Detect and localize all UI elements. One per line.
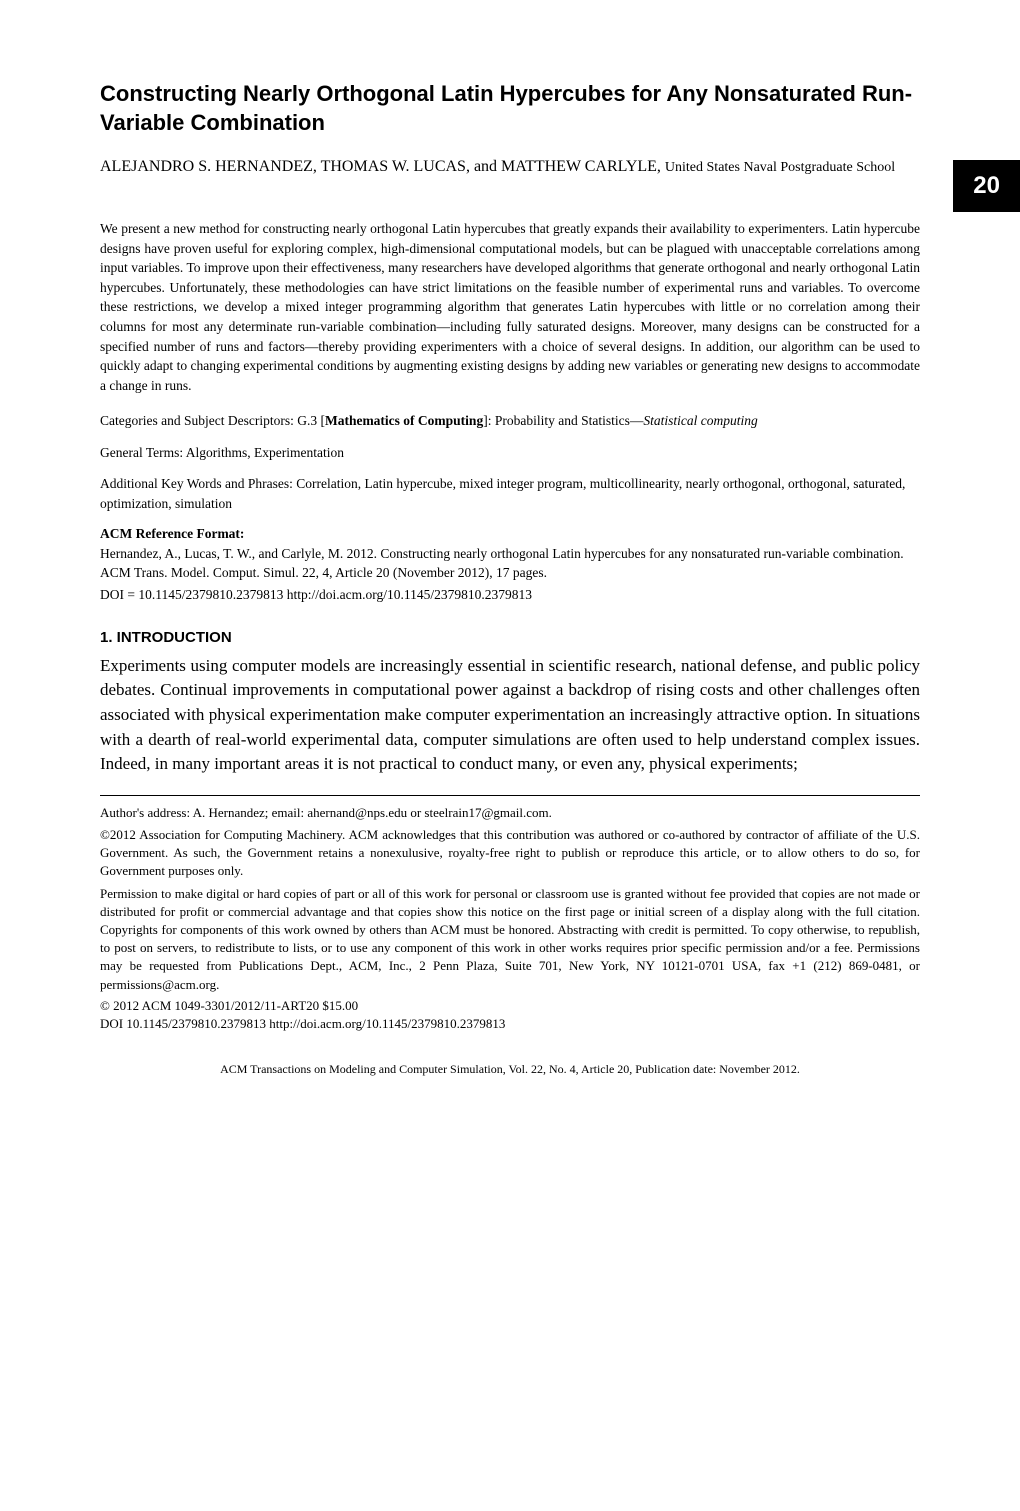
categories: Categories and Subject Descriptors: G.3 …	[100, 411, 920, 431]
author-names: ALEJANDRO S. HERNANDEZ, THOMAS W. LUCAS,…	[100, 158, 665, 175]
doi-bottom: DOI 10.1145/2379810.2379813 http://doi.a…	[100, 1016, 920, 1032]
general-terms: General Terms: Algorithms, Experimentati…	[100, 443, 920, 463]
affiliation: United States Naval Postgraduate School	[665, 160, 895, 175]
authors-block: ALEJANDRO S. HERNANDEZ, THOMAS W. LUCAS,…	[100, 155, 920, 179]
copyright-line: © 2012 ACM 1049-3301/2012/11-ART20 $15.0…	[100, 998, 920, 1014]
footnote-permission: Permission to make digital or hard copie…	[100, 885, 920, 994]
footnote-government: ©2012 Association for Computing Machiner…	[100, 826, 920, 881]
categories-mid: ]: Probability and Statistics—	[483, 413, 643, 428]
page-number: 20	[973, 172, 1000, 199]
ref-format: Hernandez, A., Lucas, T. W., and Carlyle…	[100, 544, 920, 583]
keywords: Additional Key Words and Phrases: Correl…	[100, 474, 920, 513]
abstract: We present a new method for constructing…	[100, 219, 920, 395]
categories-prefix: Categories and Subject Descriptors: G.3 …	[100, 413, 325, 428]
article-title: Constructing Nearly Orthogonal Latin Hyp…	[100, 80, 920, 137]
section-1-heading: 1. INTRODUCTION	[100, 629, 920, 646]
section-1-body: Experiments using computer models are in…	[100, 654, 920, 777]
doi-line: DOI = 10.1145/2379810.2379813 http://doi…	[100, 587, 920, 603]
page-number-box: 20	[953, 160, 1020, 212]
categories-bold: Mathematics of Computing	[325, 413, 483, 428]
bottom-citation: ACM Transactions on Modeling and Compute…	[100, 1062, 920, 1077]
footnote-author: Author's address: A. Hernandez; email: a…	[100, 804, 920, 822]
ref-format-heading: ACM Reference Format:	[100, 526, 920, 542]
footer-rule	[100, 795, 920, 796]
categories-italic: Statistical computing	[643, 413, 757, 428]
